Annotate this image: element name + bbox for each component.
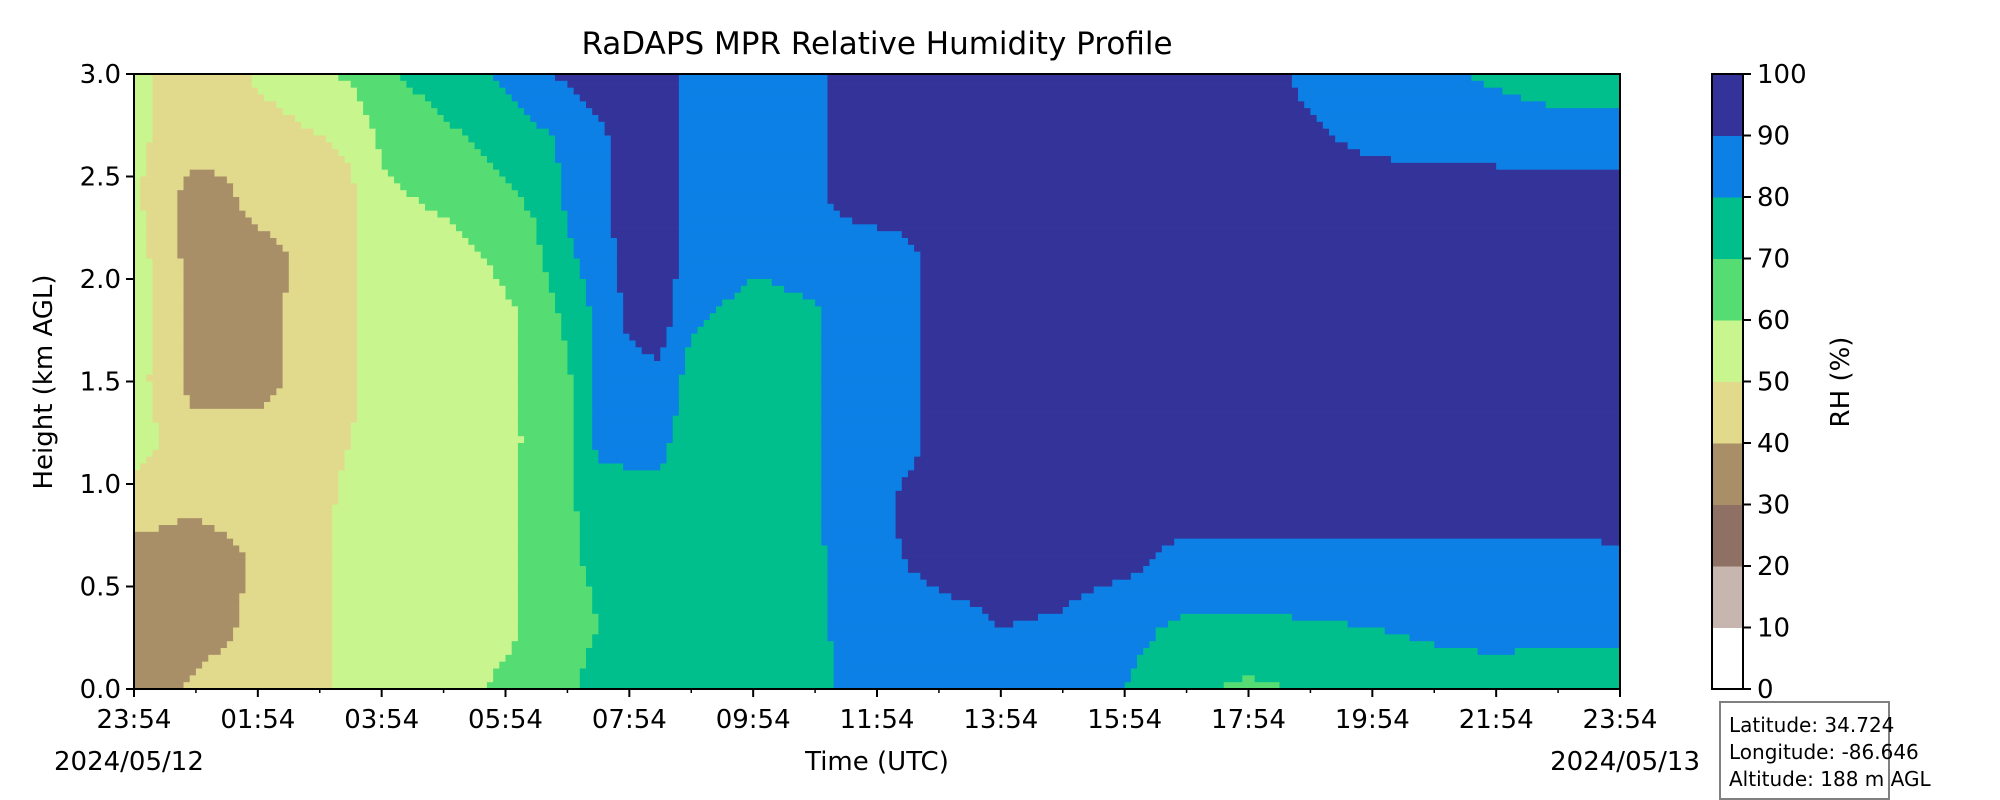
- colorbar-segment: [1712, 627, 1743, 690]
- colorbar-segment: [1712, 135, 1743, 198]
- colorbar-tick-label: 40: [1757, 429, 1790, 459]
- x-tick-label: 23:54: [1583, 705, 1658, 735]
- colorbar-segment: [1712, 443, 1743, 505]
- x-tick-label: 07:54: [592, 705, 667, 735]
- y-tick-label: 1.5: [80, 368, 121, 398]
- colorbar-tick-label: 30: [1757, 491, 1790, 521]
- colorbar-tick-label: 100: [1757, 60, 1807, 90]
- colorbar-segment: [1712, 258, 1743, 321]
- x-tick-label: 09:54: [716, 705, 791, 735]
- start-date-label: 2024/05/12: [54, 747, 204, 777]
- x-tick-label: 19:54: [1335, 705, 1410, 735]
- colorbar-tick-label: 10: [1757, 614, 1790, 644]
- colorbar-tick-label: 90: [1757, 122, 1790, 152]
- y-tick-label: 0.5: [80, 573, 121, 603]
- y-axis: 0.0 0.5 1.0 1.5 2.0 2.5 3.0: [80, 60, 134, 705]
- colorbar-segment: [1712, 566, 1743, 628]
- y-tick-label: 1.0: [80, 470, 121, 500]
- colorbar-tick-label: 60: [1757, 306, 1790, 336]
- x-axis: 23:54 01:54 03:54 05:54 07:54 09:54 11:54 13:54…: [97, 689, 1658, 735]
- x-tick-label: 13:54: [963, 705, 1038, 735]
- latitude-text: Latitude: 34.724: [1729, 713, 1895, 737]
- colorbar-tick-label: 50: [1757, 368, 1790, 398]
- colorbar-tick-label: 20: [1757, 552, 1790, 582]
- chart-title: RaDAPS MPR Relative Humidity Profile: [581, 26, 1172, 62]
- altitude-text: Altitude: 188 m AGL: [1729, 767, 1931, 791]
- station-info-box: Latitude: 34.724 Longitude: -86.646 Alti…: [1719, 701, 1931, 800]
- y-tick-label: 0.0: [80, 675, 121, 705]
- colorbar: 0 10 20 30 40 50 60 70 80 90 100: [1711, 60, 1807, 705]
- x-tick-label: 03:54: [344, 705, 419, 735]
- colorbar-tick-label: 0: [1757, 675, 1774, 705]
- colorbar-segment: [1712, 381, 1743, 444]
- x-tick-label: 21:54: [1459, 705, 1534, 735]
- plot-area: [134, 74, 1620, 689]
- y-tick-label: 2.5: [80, 163, 121, 193]
- x-tick-label: 01:54: [220, 705, 295, 735]
- y-tick-label: 3.0: [80, 60, 121, 90]
- colorbar-segment: [1712, 197, 1743, 259]
- colorbar-tick-label: 70: [1757, 245, 1790, 275]
- colorbar-segment: [1712, 320, 1743, 382]
- end-date-label: 2024/05/13: [1550, 747, 1700, 777]
- x-tick-label: 17:54: [1211, 705, 1286, 735]
- y-tick-label: 2.0: [80, 265, 121, 295]
- colorbar-label: RH (%): [1826, 337, 1856, 428]
- rh-contour-field: [134, 74, 1620, 689]
- x-tick-label: 15:54: [1087, 705, 1162, 735]
- colorbar-segment: [1712, 74, 1743, 136]
- x-tick-label: 11:54: [840, 705, 915, 735]
- colorbar-segment: [1712, 504, 1743, 567]
- y-axis-label: Height (km AGL): [29, 274, 59, 489]
- colorbar-tick-label: 80: [1757, 183, 1790, 213]
- longitude-text: Longitude: -86.646: [1729, 740, 1919, 764]
- x-axis-label: Time (UTC): [804, 747, 949, 777]
- x-tick-label: 23:54: [97, 705, 172, 735]
- x-tick-label: 05:54: [468, 705, 543, 735]
